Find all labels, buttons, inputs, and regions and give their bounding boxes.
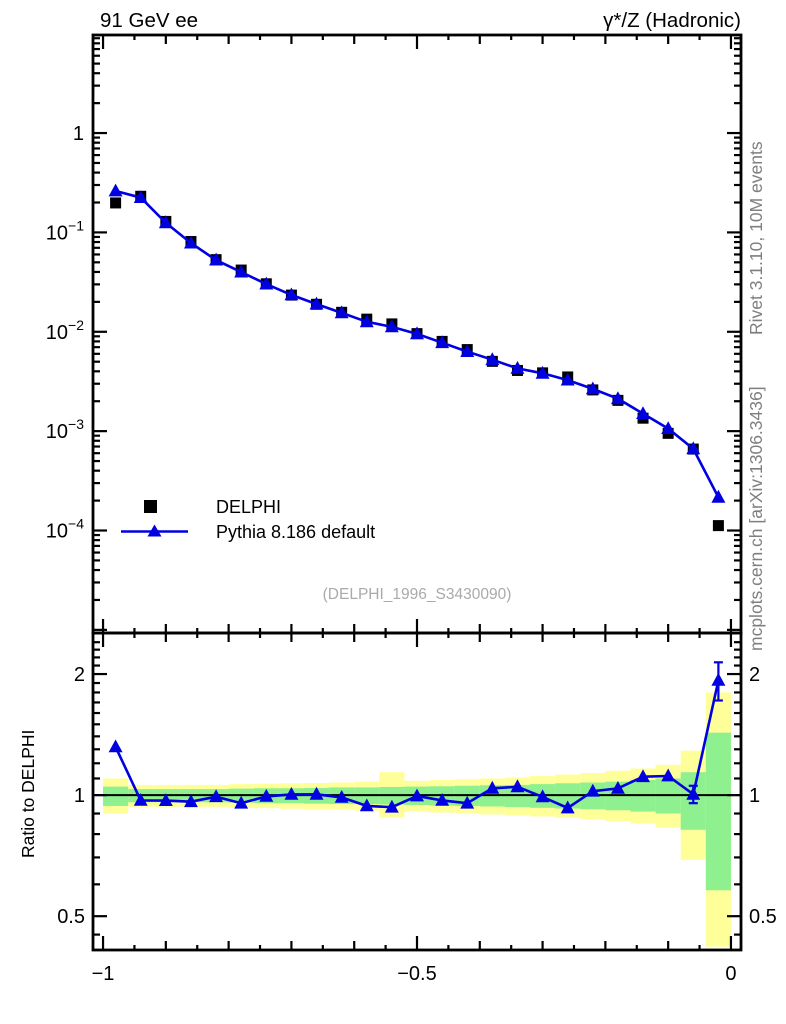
y-main-tick-label: 10−4: [46, 516, 84, 543]
data-point-pythia: [209, 252, 223, 266]
beam-energy-title: 91 GeV ee: [100, 9, 198, 32]
x-tick-label: −0.5: [397, 963, 436, 985]
data-point-pythia: [284, 287, 299, 301]
ratio-point-pythia: [234, 795, 249, 809]
data-point-pythia: [410, 326, 424, 340]
ratio-point-pythia: [108, 739, 123, 753]
y-ratio-tick-label-right: 2: [749, 664, 760, 686]
ratio-point-pythia: [535, 789, 550, 803]
y-ratio-tick-label-right: 0.5: [749, 906, 777, 928]
data-point-pythia: [636, 406, 650, 419]
ratio-point-pythia: [133, 793, 148, 806]
data-point-pythia: [133, 190, 148, 203]
data-point-pythia: [234, 264, 249, 278]
pythia-line-main: [115, 189, 720, 498]
ratio-point-pythia: [435, 793, 450, 806]
data-point-pythia: [334, 305, 349, 319]
ratio-point-pythia: [636, 769, 650, 783]
y-main-tick-label: 10−1: [46, 217, 84, 244]
y-ratio-tick-label-left: 1: [74, 785, 85, 807]
ratio-point-pythia: [359, 798, 374, 812]
ratio-point-pythia: [711, 672, 726, 686]
y-main-tick-label: 10−3: [46, 416, 84, 443]
legend-marker-delphi-square: [144, 500, 157, 513]
ratio-point-pythia: [485, 780, 500, 794]
ratio-point-pythia: [259, 788, 274, 802]
y-ratio-tick-label-left: 2: [74, 664, 85, 686]
ratio-axis-label: Ratio to DELPHI: [18, 730, 38, 858]
data-point-pythia: [309, 296, 324, 310]
y-main-tick-label: 10−2: [46, 317, 84, 344]
ratio-point-pythia: [460, 795, 475, 809]
data-point-pythia: [460, 344, 475, 357]
data-point-pythia: [359, 314, 374, 328]
data-point-pythia: [184, 235, 198, 249]
ratio-point-pythia: [209, 789, 223, 803]
mcplots-reference-label: mcplots.cern.ch [arXiv:1306.3436]: [746, 386, 766, 651]
ratio-point-pythia: [158, 793, 173, 806]
data-point-pythia: [259, 276, 274, 290]
data-point-pythia: [158, 215, 173, 229]
data-point-pythia: [108, 183, 123, 197]
ratio-point-pythia: [560, 800, 575, 814]
y-main-tick-label: 1: [73, 123, 84, 145]
data-point-pythia: [560, 372, 575, 386]
legend-marker-pythia-triangle: [147, 524, 162, 537]
ratio-point-pythia: [410, 788, 424, 802]
data-point-pythia: [535, 365, 550, 379]
y-ratio-tick-label-right: 1: [749, 785, 760, 807]
data-point-pythia: [384, 319, 399, 333]
ratio-point-pythia: [384, 799, 399, 813]
data-point-pythia: [711, 489, 726, 503]
ratio-band-green: [705, 732, 731, 891]
legend-label-delphi: DELPHI: [216, 497, 281, 517]
y-ratio-tick-label-left: 0.5: [57, 906, 85, 928]
x-tick-label: 0: [725, 963, 736, 985]
ratio-point-pythia: [334, 790, 349, 803]
ratio-point-pythia: [611, 781, 625, 794]
ratio-point-pythia: [184, 794, 198, 808]
ratio-point-pythia: [510, 779, 525, 793]
data-point-pythia: [585, 381, 600, 395]
data-point-delphi: [110, 197, 122, 209]
ratio-band-green: [103, 786, 129, 806]
ratio-point-pythia: [284, 787, 299, 800]
data-point-pythia: [611, 391, 625, 405]
data-point-pythia: [435, 335, 450, 349]
legend-label-pythia: Pythia 8.186 default: [216, 522, 375, 542]
ratio-point-pythia: [686, 786, 701, 800]
data-point-delphi: [712, 520, 724, 532]
data-point-pythia: [485, 352, 500, 366]
legend: DELPHI Pythia 8.186 default: [121, 497, 375, 542]
rivet-version-label: Rivet 3.1.10, 10M events: [746, 141, 766, 335]
chart-layer: −1 −0.5 0 1 10−1 10−2 10−3 10−4 0.5 0.5 1 1 2 2: [46, 33, 777, 985]
ratio-point-pythia: [661, 768, 676, 782]
ratio-point-pythia: [309, 786, 324, 800]
watermark-analysis-id: (DELPHI_1996_S3430090): [323, 586, 512, 603]
process-title: γ*/Z (Hadronic): [603, 9, 741, 32]
data-point-pythia: [686, 441, 701, 455]
x-tick-label: −1: [92, 963, 115, 985]
data-point-pythia: [661, 421, 676, 434]
ratio-point-pythia: [585, 783, 600, 797]
data-point-pythia: [510, 361, 525, 374]
